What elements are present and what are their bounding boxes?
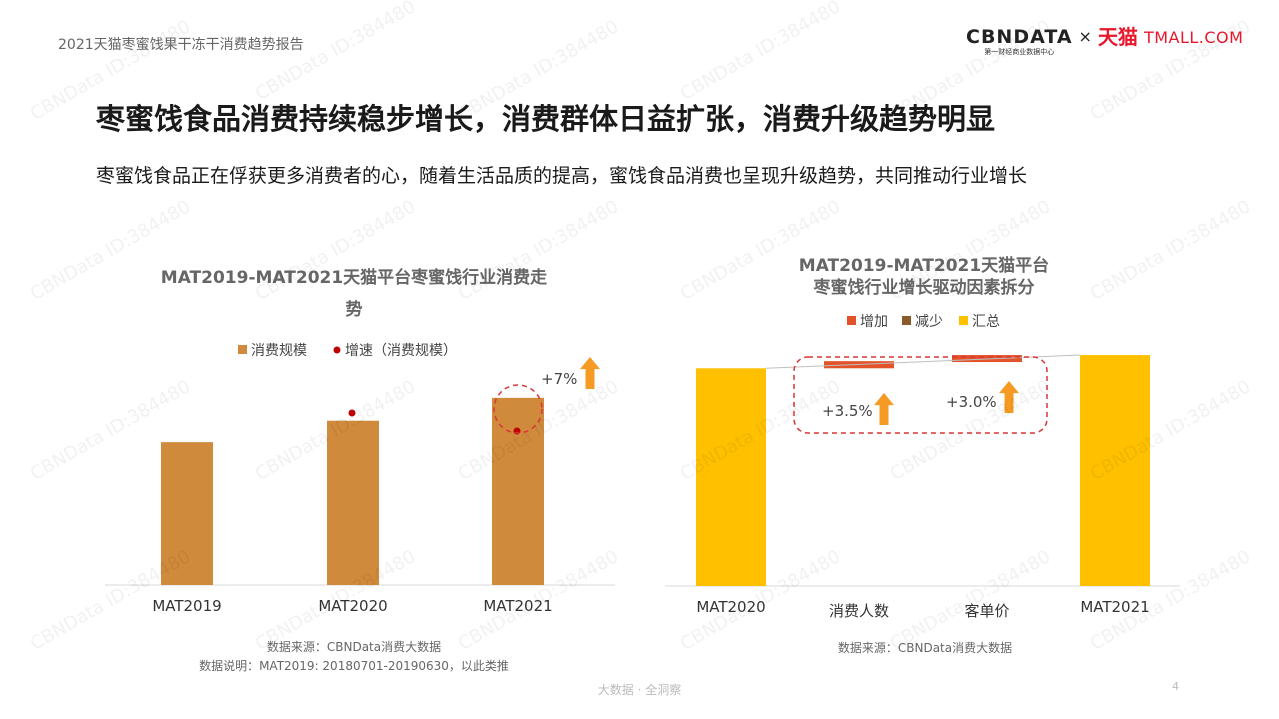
- waterfall-bar-mat2020: [696, 368, 766, 586]
- report-title: 2021天猫枣蜜饯果干冻干消费趋势报告: [58, 37, 304, 53]
- cbndata-logo: CBNDATA 第一财经商业数据中心: [966, 26, 1073, 57]
- legend-marker-dot: [333, 346, 341, 354]
- chart1-source: 数据来源：CBNData消费大数据: [267, 639, 441, 654]
- footer-slogan: 大数据 · 全洞察: [597, 683, 682, 697]
- annotation-unit-price: +3.0%: [946, 393, 997, 411]
- x-tick-label: MAT2020: [696, 598, 765, 616]
- tmall-logo-en: TMALL.COM: [1143, 28, 1244, 47]
- cbndata-logo-text: CBNDATA: [966, 26, 1073, 48]
- legend-swatch-0: [847, 316, 856, 325]
- up-arrow-icon: [580, 357, 600, 389]
- highlight-dashed-box: [793, 356, 1048, 434]
- cbndata-logo-subtext: 第一财经商业数据中心: [984, 48, 1055, 56]
- x-tick-label: 消费人数: [829, 602, 889, 620]
- legend-swatch-2: [959, 316, 968, 325]
- bar-mat2021: [492, 397, 544, 585]
- growth-annotation: +7%: [541, 370, 577, 388]
- chart1-note: 数据说明：MAT2019: 20180701-20190630，以此类推: [199, 658, 509, 673]
- up-arrow-icon: [999, 381, 1019, 413]
- legend-swatch-1: [902, 316, 911, 325]
- waterfall-bar-mat2021: [1080, 355, 1150, 586]
- annotation-consumers: +3.5%: [822, 402, 873, 420]
- x-tick-label: 客单价: [964, 602, 1009, 620]
- x-tick-label: MAT2019: [152, 597, 221, 615]
- brand-logos: CBNDATA 第一财经商业数据中心 × 天猫 TMALL.COM: [966, 26, 1243, 57]
- highlight-dashed-circle: [493, 384, 543, 434]
- page-number: 4: [1172, 680, 1179, 693]
- brand-separator: ×: [1078, 27, 1092, 46]
- legend-label-2: 汇总: [972, 314, 1000, 330]
- tmall-logo-cn: 天猫: [1097, 25, 1138, 49]
- chart2-title-line2: 枣蜜饯行业增长驱动因素拆分: [813, 277, 1035, 298]
- chart2-source: 数据来源：CBNData消费大数据: [838, 640, 1012, 655]
- up-arrow-icon: [874, 393, 894, 425]
- watermark: CBNData ID:384480: [676, 0, 845, 105]
- x-tick-label: MAT2021: [483, 597, 552, 615]
- growth-dot-mat2020: [348, 409, 356, 417]
- slide-subheadline: 枣蜜饯食品正在俘获更多消费者的心，随着生活品质的提高，蜜饯食品消费也呈现升级趋势…: [96, 165, 1028, 187]
- bar-mat2020: [327, 420, 379, 585]
- x-tick-label: MAT2021: [1080, 598, 1149, 616]
- slide-headline: 枣蜜饯食品消费持续稳步增长，消费群体日益扩张，消费升级趋势明显: [96, 102, 996, 136]
- legend-label-dot: 增速（消费规模）: [345, 343, 457, 359]
- x-tick-label: MAT2020: [318, 597, 387, 615]
- legend-swatch-bar: [238, 345, 247, 354]
- chart1-title-line1: MAT2019-MAT2021天猫平台枣蜜饯行业消费走: [161, 267, 547, 288]
- legend-label-1: 减少: [915, 314, 943, 330]
- chart2-title-line1: MAT2019-MAT2021天猫平台: [799, 255, 1049, 276]
- bar-mat2019: [161, 442, 213, 585]
- chart1-title-line2: 势: [346, 299, 363, 320]
- legend-label-0: 增加: [860, 314, 888, 330]
- connector-line: [765, 354, 1081, 369]
- legend-label-bar: 消费规模: [251, 343, 307, 359]
